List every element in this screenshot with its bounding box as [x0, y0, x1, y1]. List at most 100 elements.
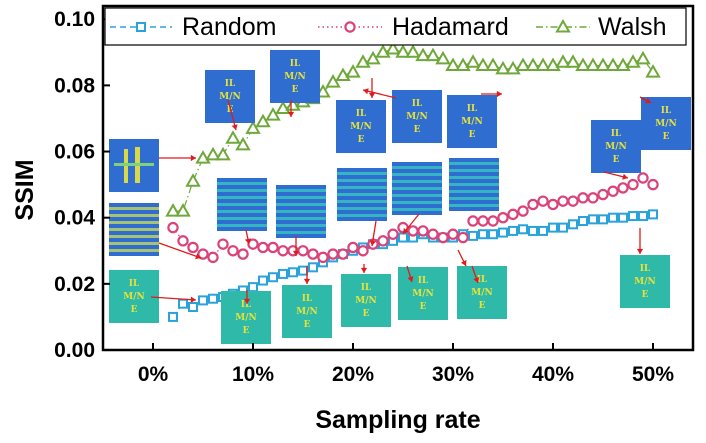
svg-text:E: E	[358, 135, 365, 145]
svg-text:E: E	[414, 125, 421, 135]
data-point-random	[178, 298, 188, 309]
data-point-hadamard	[547, 198, 559, 211]
annotation-arrowhead	[190, 296, 196, 303]
svg-text:IL: IL	[302, 294, 313, 304]
reconstruction-thumbnail: ILM/NE	[205, 70, 255, 123]
data-point-hadamard	[597, 188, 609, 201]
svg-text:IL: IL	[129, 279, 140, 289]
data-point-walsh	[215, 146, 231, 161]
legend: Random Hadamard Walsh	[104, 7, 687, 46]
data-point-random	[638, 211, 648, 222]
data-point-hadamard	[567, 195, 579, 207]
reconstruction-thumbnail	[337, 168, 387, 221]
data-point-hadamard	[217, 238, 229, 250]
annotation-arrowhead	[473, 277, 480, 283]
data-point-hadamard	[167, 221, 179, 234]
svg-text:M/N: M/N	[471, 288, 492, 298]
reconstruction-thumbnail	[276, 185, 326, 238]
data-point-hadamard	[467, 215, 479, 227]
y-axis-title: SSIM	[11, 159, 39, 220]
svg-text:IL: IL	[611, 129, 622, 139]
svg-text:E: E	[469, 130, 476, 140]
data-point-walsh	[265, 107, 281, 121]
svg-text:IL: IL	[467, 104, 478, 114]
data-point-hadamard	[357, 245, 369, 257]
data-point-random	[208, 293, 218, 304]
annotation-arrowhead	[407, 276, 414, 282]
annotation-arrowhead	[369, 240, 376, 246]
data-point-random	[598, 214, 608, 225]
data-point-hadamard	[387, 228, 399, 240]
data-point-random	[298, 265, 308, 276]
data-point-random	[278, 268, 288, 279]
reconstruction-thumbnail: ILM/NE	[620, 255, 670, 308]
svg-text:M/N: M/N	[219, 92, 240, 102]
data-point-random	[578, 216, 588, 226]
data-point-hadamard	[557, 195, 569, 207]
data-point-hadamard	[257, 241, 269, 254]
annotation-arrowhead	[496, 90, 502, 98]
data-point-hadamard	[607, 185, 619, 197]
data-point-walsh	[395, 44, 411, 58]
data-point-walsh	[635, 50, 651, 65]
data-point-hadamard	[487, 215, 499, 227]
data-point-hadamard	[647, 178, 659, 191]
data-point-hadamard	[207, 251, 219, 264]
data-point-hadamard	[457, 231, 469, 244]
svg-text:IL: IL	[418, 276, 429, 286]
data-point-walsh	[515, 57, 531, 72]
data-point-hadamard	[237, 248, 249, 260]
data-point-random	[618, 212, 628, 223]
data-point-hadamard	[187, 241, 199, 254]
axes: 0.00 0.02 0.04 0.06 0.08 0.10 0% 10% 20% 30% 40% 50…	[54, 8, 674, 386]
svg-text:IL: IL	[290, 59, 301, 69]
data-point-hadamard	[587, 192, 599, 204]
data-point-hadamard	[507, 208, 519, 221]
data-point-hadamard	[307, 248, 319, 260]
data-point-walsh	[475, 57, 491, 72]
svg-text:E: E	[420, 302, 427, 312]
data-point-hadamard	[517, 205, 529, 217]
svg-text:IL: IL	[225, 79, 236, 89]
data-point-walsh	[605, 57, 621, 72]
legend-label-walsh: Walsh	[598, 13, 667, 41]
annotation-arrow	[158, 242, 202, 259]
reconstruction-thumbnails: IL M/N E IL M/N E IL M/N E IL M/N E IL M/N E IL M/N E IL M/…	[109, 50, 691, 344]
data-point-hadamard	[277, 245, 289, 257]
reconstruction-thumbnail: ILM/NE	[336, 100, 386, 153]
data-point-walsh	[565, 54, 581, 68]
annotation-arrowhead	[243, 298, 251, 304]
annotation-arrowhead	[287, 111, 295, 117]
data-point-random	[568, 219, 578, 230]
reconstruction-thumbnail	[217, 178, 267, 231]
data-point-random	[248, 282, 258, 293]
reconstruction-thumbnail: ILM/NE	[641, 97, 691, 150]
data-point-random	[308, 262, 318, 273]
data-point-hadamard	[347, 241, 359, 254]
x-tick-label: 20%	[332, 363, 374, 386]
svg-text:M/N: M/N	[605, 142, 626, 152]
data-point-walsh	[205, 146, 221, 161]
data-point-walsh	[245, 120, 261, 134]
svg-text:IL: IL	[477, 275, 488, 285]
data-point-walsh	[385, 40, 401, 55]
data-point-walsh	[435, 50, 451, 65]
data-point-walsh	[165, 203, 181, 217]
data-point-hadamard	[377, 235, 389, 247]
data-point-random	[508, 225, 518, 236]
data-point-hadamard	[637, 172, 649, 184]
annotation-arrowhead	[292, 250, 300, 256]
svg-text:IL: IL	[241, 300, 252, 310]
data-point-hadamard	[337, 248, 349, 260]
svg-text:M/N: M/N	[350, 122, 371, 132]
data-point-walsh	[445, 57, 461, 72]
data-point-walsh	[495, 60, 511, 75]
data-point-walsh	[525, 57, 541, 72]
legend-box	[104, 7, 687, 46]
legend-label-random: Random	[182, 13, 277, 41]
data-point-hadamard	[477, 215, 489, 227]
svg-text:E: E	[642, 290, 649, 300]
data-point-hadamard	[267, 241, 279, 254]
annotation-arrowhead	[368, 92, 376, 98]
data-point-hadamard	[297, 245, 309, 257]
